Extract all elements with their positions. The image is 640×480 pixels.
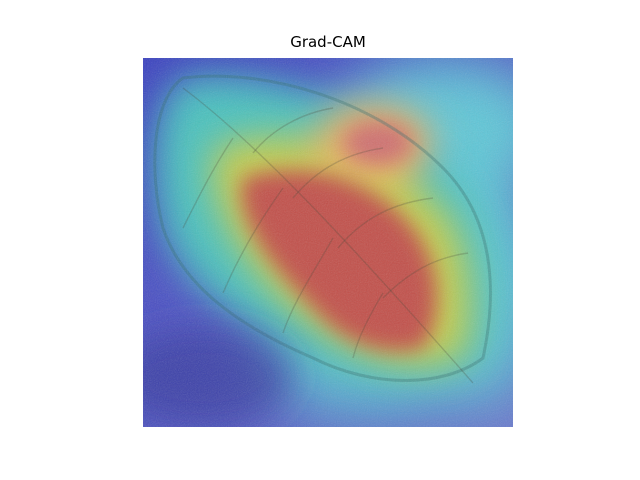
gradcam-image [143,58,513,427]
figure-title: Grad-CAM [290,33,366,51]
